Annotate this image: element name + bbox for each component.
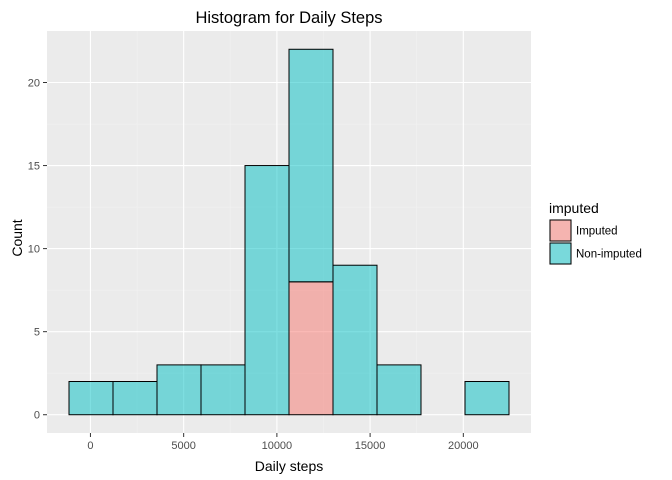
legend: imputed Imputed Non-imputed (549, 200, 642, 265)
histogram-bar (288, 48, 334, 283)
histogram-bar (244, 165, 290, 416)
histogram-bar (156, 364, 202, 416)
x-tick-label: 15000 (355, 440, 386, 452)
y-tick-label: 5 (34, 327, 40, 339)
y-tick-label: 0 (34, 410, 40, 422)
x-axis-title: Daily steps (255, 458, 323, 474)
histogram-bar (200, 364, 246, 416)
histogram-bar (112, 381, 158, 416)
y-tick-label: 15 (28, 161, 40, 173)
x-tick-label: 10000 (262, 440, 293, 452)
histogram-bar (68, 381, 114, 416)
x-tick-label: 0 (87, 440, 93, 452)
y-axis-title: Count (9, 219, 25, 256)
histogram-bar (464, 381, 510, 416)
histogram-bar (288, 281, 334, 416)
x-tick-label: 20000 (448, 440, 479, 452)
x-tick-label: 5000 (171, 440, 195, 452)
axes-group: 0 5000 10000 15000 20000 0 5 10 15 20 (28, 77, 479, 452)
histogram-bar (332, 264, 378, 416)
legend-swatch (549, 242, 572, 265)
y-tick-label: 10 (28, 244, 40, 256)
chart-title: Histogram for Daily Steps (195, 9, 382, 27)
histogram-bar (376, 364, 422, 416)
legend-label: Non-imputed (576, 249, 642, 261)
legend-title: imputed (549, 200, 599, 216)
bars-group (68, 48, 510, 416)
legend-label: Imputed (576, 226, 618, 238)
y-tick-label: 20 (28, 77, 40, 89)
legend-swatch (549, 219, 572, 242)
